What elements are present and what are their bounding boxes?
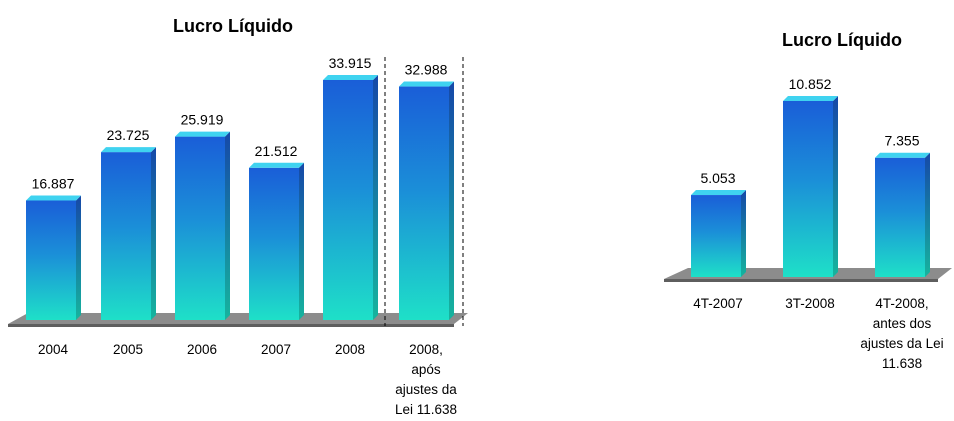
- chart-left-value-label: 21.512: [255, 143, 298, 159]
- chart-right-category-label: 4T-2008, antes dos ajustes da Lei 11.638: [860, 296, 943, 371]
- chart-left: Lucro Líquido 16.887 2004 23.725 2005 25.919…: [8, 16, 468, 417]
- chart-right-bar-side: [741, 190, 746, 277]
- chart-right: Lucro Líquido 5.053 4T-2007 10.852 3T-2008 7…: [664, 30, 952, 371]
- chart-right-bar-top: [875, 152, 930, 158]
- chart-left-bar: [175, 136, 225, 320]
- chart-left-bar-side: [151, 147, 156, 320]
- chart-left-value-label: 25.919: [181, 112, 224, 128]
- chart-left-bar-side: [373, 75, 378, 320]
- chart-left-category-label: 2008: [335, 342, 365, 357]
- chart-left-category-label: 2006: [187, 342, 217, 357]
- chart-right-bar-side: [925, 152, 930, 277]
- chart-right-title: Lucro Líquido: [782, 30, 902, 50]
- chart-left-bar: [249, 167, 299, 320]
- chart-left-bar-side: [76, 195, 81, 320]
- chart-right-bar: [783, 101, 833, 277]
- chart-right-bar-top: [783, 96, 838, 101]
- chart-right-floor-edge: [664, 279, 938, 282]
- chart-right-bar: [875, 157, 925, 277]
- chart-left-value-label: 23.725: [107, 127, 150, 143]
- chart-right-bar-top: [691, 190, 746, 196]
- chart-right-bar: [691, 195, 741, 277]
- chart-right-value-label: 10.852: [789, 76, 832, 92]
- chart-left-bar: [323, 80, 373, 320]
- chart-left-category-label: 2005: [113, 342, 143, 357]
- chart-left-value-label: 33.915: [329, 55, 372, 71]
- chart-left-bar: [26, 200, 76, 320]
- chart-right-category-label: 3T-2008: [785, 296, 835, 311]
- chart-right-bar-side: [833, 96, 838, 277]
- chart-left-bar-top: [399, 81, 454, 87]
- chart-left-category-label: 2004: [38, 342, 69, 357]
- chart-left-bar-top: [26, 195, 81, 201]
- chart-left-bar-side: [225, 131, 230, 320]
- chart-left-category-label: 2007: [261, 342, 291, 357]
- chart-right-category-label: 4T-2007: [693, 296, 743, 311]
- chart-left-bar: [101, 152, 151, 320]
- chart-left-bar-top: [101, 147, 156, 153]
- chart-left-category-label: 2008, após ajustes da Lei 11.638: [395, 342, 457, 417]
- chart-left-bar-side: [299, 162, 304, 320]
- chart-left-bar-top: [249, 162, 304, 168]
- chart-left-value-label: 16.887: [32, 175, 75, 191]
- chart-left-floor-edge: [8, 324, 454, 327]
- chart-left-title: Lucro Líquido: [173, 16, 293, 36]
- chart-left-bar: [399, 86, 449, 320]
- chart-left-bar-top: [323, 75, 378, 80]
- chart-left-bar-side: [449, 81, 454, 320]
- chart-left-value-label: 32.988: [405, 62, 448, 78]
- chart-right-value-label: 5.053: [700, 170, 735, 186]
- chart-left-bar-top: [175, 131, 230, 137]
- chart-right-value-label: 7.355: [884, 133, 919, 149]
